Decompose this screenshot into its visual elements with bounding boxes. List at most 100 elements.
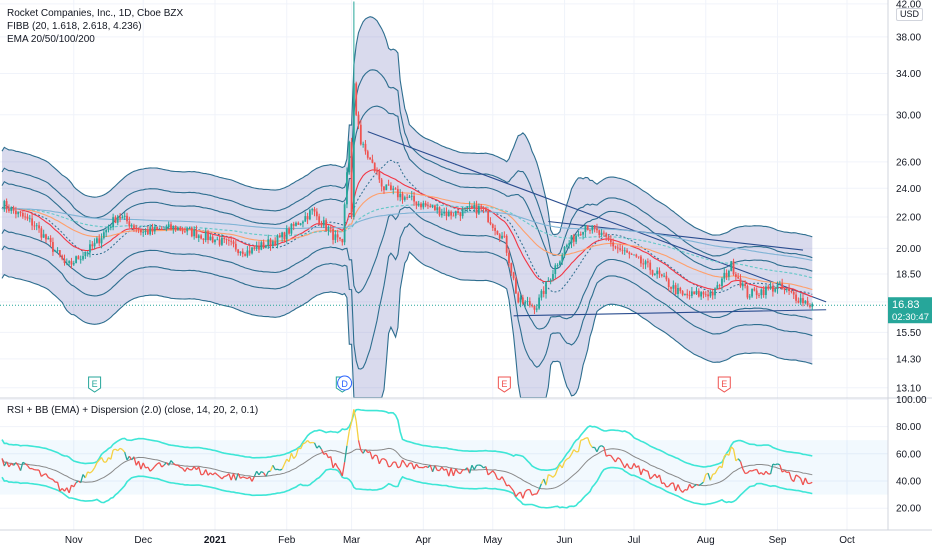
candle	[554, 263, 557, 279]
candle	[156, 226, 159, 230]
candle	[746, 284, 749, 300]
candle	[315, 208, 318, 221]
rsi-lines	[0, 408, 888, 509]
candle	[190, 226, 193, 238]
candle	[653, 272, 656, 276]
candle	[427, 201, 429, 210]
candle	[308, 208, 311, 221]
candle	[417, 200, 420, 207]
time-tick-label: Dec	[134, 535, 152, 546]
earnings-marker[interactable]: E	[497, 376, 511, 393]
candle	[271, 239, 274, 249]
candle	[415, 201, 418, 210]
ema-legend[interactable]: EMA 20/50/100/200	[7, 34, 95, 45]
candle	[454, 210, 457, 219]
fibb-legend[interactable]: FIBB (20, 1.618, 2.618, 4.236)	[7, 21, 142, 32]
candle	[339, 237, 341, 242]
candle	[420, 202, 422, 210]
candle	[605, 232, 608, 241]
candle	[702, 290, 705, 299]
candle	[612, 238, 615, 252]
candle	[408, 194, 411, 199]
svg-text:E: E	[501, 379, 507, 389]
rsi-axis[interactable]: 100.00 80.00 60.00 40.00 20.00	[896, 395, 927, 515]
candle	[510, 262, 513, 276]
candle	[318, 213, 321, 226]
candle	[505, 234, 508, 256]
candle	[359, 119, 362, 146]
candle	[461, 206, 464, 219]
price-tick-label: 42.00	[896, 0, 921, 10]
candle	[290, 223, 293, 236]
candle	[619, 243, 622, 252]
candle	[21, 210, 24, 219]
candle	[325, 218, 327, 232]
earnings-marker[interactable]: D	[337, 375, 353, 391]
candle	[528, 297, 531, 308]
earnings-markers: EEDEE	[88, 375, 731, 393]
candle	[563, 245, 566, 258]
earnings-marker[interactable]: E	[88, 376, 102, 393]
candle	[809, 303, 811, 309]
candle	[716, 281, 719, 289]
candle	[424, 200, 427, 208]
rsi-tick-label: 60.00	[896, 449, 921, 460]
candle	[614, 245, 617, 250]
time-tick-label: Mar	[343, 535, 361, 546]
candle	[274, 237, 277, 247]
candle	[14, 206, 17, 219]
candle	[380, 177, 383, 192]
candle	[721, 277, 723, 291]
candle	[734, 271, 737, 282]
candle	[163, 228, 165, 231]
price-axis[interactable]: 42.00 38.00 34.00 30.00 26.00 24.00 22.00 20.00…	[896, 0, 921, 394]
candle	[403, 195, 406, 202]
rsi-tick-label: 40.00	[896, 477, 921, 488]
candle	[26, 213, 29, 221]
candle	[559, 260, 561, 266]
candle	[355, 81, 358, 117]
symbol-title[interactable]: Rocket Companies, Inc., 1D, Cboe BZX	[7, 8, 184, 19]
candle	[302, 220, 304, 228]
candle	[193, 226, 196, 240]
candle	[431, 204, 434, 209]
time-axis[interactable]: Nov Dec 2021 Feb Mar Apr May Jun Jul Aug Sep Oct	[65, 535, 855, 546]
candle	[681, 290, 684, 297]
candle	[429, 203, 432, 208]
candle	[366, 149, 369, 160]
price-tick-label: 15.50	[896, 328, 921, 339]
candle	[410, 191, 413, 201]
candle	[276, 234, 279, 249]
candle	[38, 221, 40, 233]
candle	[211, 233, 214, 244]
candle	[137, 227, 140, 234]
candle	[116, 214, 119, 226]
candle	[371, 154, 374, 164]
candle	[230, 236, 233, 246]
candle	[378, 168, 381, 183]
candle	[195, 225, 198, 239]
candle	[767, 284, 770, 291]
candle	[40, 226, 43, 241]
candle	[575, 234, 578, 245]
candle	[799, 293, 802, 305]
candle	[227, 237, 230, 246]
candle	[494, 224, 496, 236]
rsi-legend[interactable]: RSI + BB (EMA) + Dispersion (2.0) (close…	[7, 405, 259, 416]
candle	[267, 234, 270, 250]
candle	[186, 226, 189, 236]
earnings-marker[interactable]: E	[717, 376, 731, 393]
candle	[674, 282, 677, 296]
price-tick-label: 30.00	[896, 110, 921, 121]
candle	[628, 251, 631, 259]
candle	[607, 235, 610, 242]
candle	[609, 235, 612, 247]
candle	[102, 229, 105, 240]
candle	[688, 290, 691, 300]
candle	[438, 206, 441, 217]
candle	[616, 244, 619, 254]
candle	[693, 291, 696, 295]
candle	[751, 288, 753, 298]
candle	[508, 248, 510, 268]
